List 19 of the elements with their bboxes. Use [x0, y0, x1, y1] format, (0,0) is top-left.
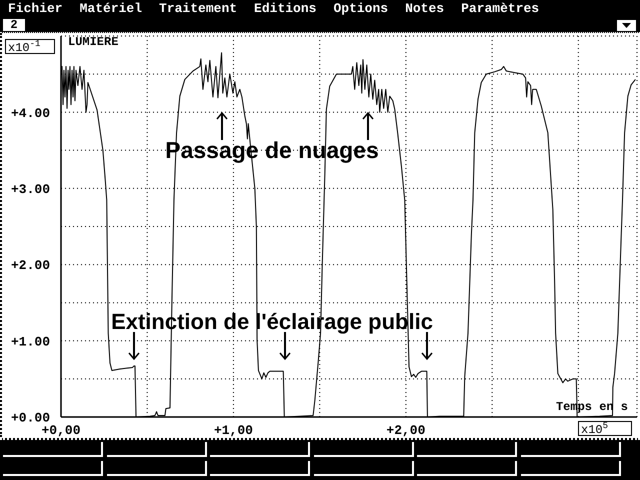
text: Options: [333, 1, 388, 16]
x-tick-label: +1,00: [214, 423, 254, 438]
text: Matériel: [80, 1, 142, 16]
x-tick-label: +0,00: [41, 423, 81, 438]
text: Paramètres: [461, 1, 540, 16]
y-tick-label: +3.00: [10, 182, 50, 198]
y-tick-label: +1.00: [10, 334, 50, 350]
text: Notes: [405, 1, 444, 16]
text: Traitement: [159, 1, 238, 16]
y-axis-title: LUMIERE: [68, 35, 118, 49]
text: Fichier: [8, 1, 63, 16]
x-tick-label: +2,00: [386, 423, 426, 438]
text: x10$^{-1}$: [5, 39, 55, 55]
y-tick-label: +2.00: [10, 258, 50, 274]
text: Editions: [254, 1, 316, 16]
text: x10$^{5}$: [578, 421, 632, 437]
text: 2: [3, 18, 25, 32]
y-tick-label: +4.00: [10, 106, 50, 121]
y-tick-label: +0.00: [10, 410, 50, 426]
